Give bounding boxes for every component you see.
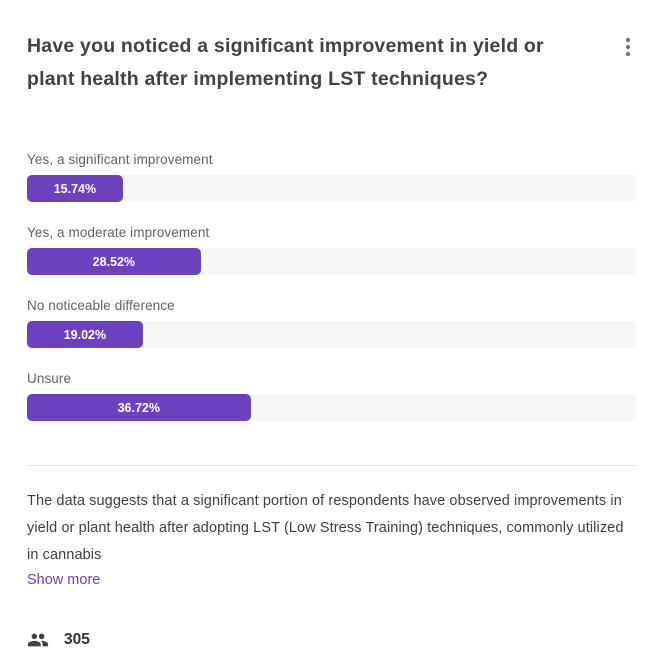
poll-option-label: Yes, a moderate improvement bbox=[27, 225, 210, 240]
summary-text: The data suggests that a significant por… bbox=[27, 493, 624, 563]
kebab-menu-button[interactable] bbox=[620, 32, 636, 62]
poll-question-title: Have you noticed a significant improveme… bbox=[27, 35, 544, 90]
responses-count: 305 bbox=[64, 631, 90, 648]
show-more-link[interactable]: Show more bbox=[27, 572, 101, 588]
bar-value-label: 28.52% bbox=[92, 254, 136, 269]
bar-value-label: 36.72% bbox=[117, 400, 160, 415]
bar-fill: 15.74% bbox=[27, 175, 123, 202]
bar-track: 28.52% bbox=[27, 248, 636, 275]
bar-track: 36.72% bbox=[27, 394, 636, 421]
bar-track: 15.74% bbox=[27, 175, 636, 202]
poll-option-row: No noticeable difference 19.02% bbox=[27, 297, 636, 348]
bar-value-label: 15.74% bbox=[53, 181, 97, 196]
poll-option-label: Unsure bbox=[27, 371, 72, 386]
bar-fill: 19.02% bbox=[27, 321, 143, 348]
poll-bar-chart: Yes, a significant improvement 15.74% Ye… bbox=[27, 151, 636, 421]
kebab-menu-icon bbox=[626, 38, 630, 56]
bar-fill: 28.52% bbox=[27, 248, 201, 275]
responses-summary: 305 Responses bbox=[27, 626, 636, 652]
divider bbox=[27, 465, 636, 466]
poll-option-row: Yes, a significant improvement 15.74% bbox=[27, 151, 636, 202]
poll-option-label: No noticeable difference bbox=[27, 298, 175, 313]
responses-text-block: 305 Responses bbox=[64, 626, 147, 652]
poll-option-row: Unsure 36.72% bbox=[27, 370, 636, 421]
poll-option-row: Yes, a moderate improvement 28.52% bbox=[27, 224, 636, 275]
poll-option-label: Yes, a significant improvement bbox=[27, 152, 213, 167]
bar-fill: 36.72% bbox=[27, 394, 251, 421]
people-icon bbox=[27, 633, 49, 647]
bar-track: 19.02% bbox=[27, 321, 636, 348]
bar-value-label: 19.02% bbox=[63, 327, 107, 342]
poll-header: Have you noticed a significant improveme… bbox=[27, 30, 636, 96]
